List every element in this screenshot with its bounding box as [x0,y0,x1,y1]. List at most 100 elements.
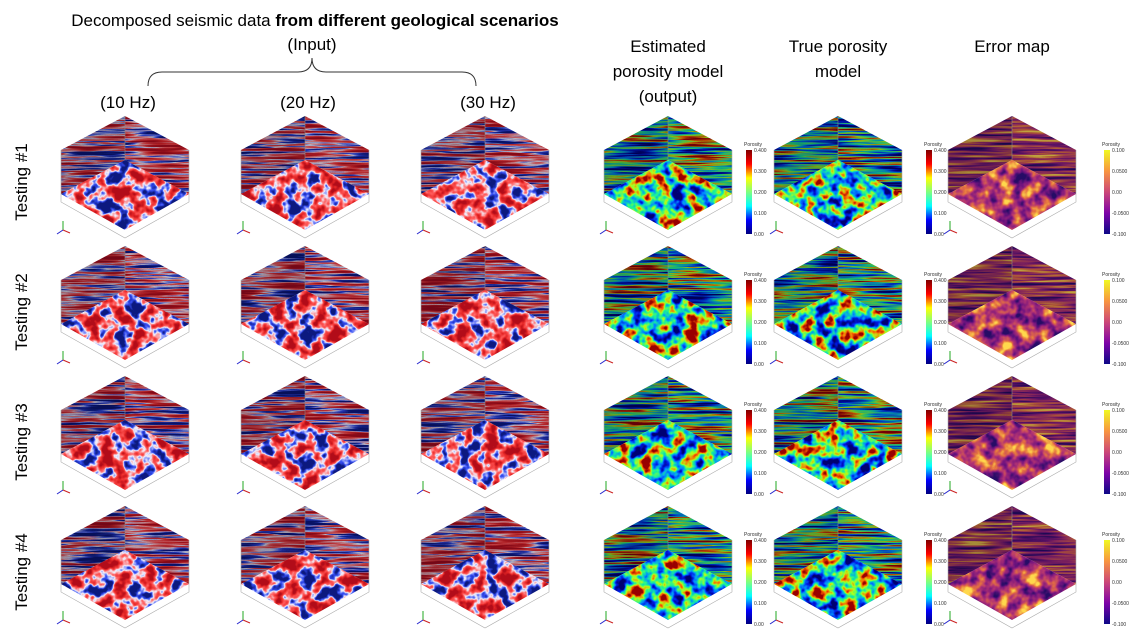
colorbar-tick-label: 0.0500 [1112,559,1128,565]
volume-frame [240,280,370,369]
colorbar-tick-label: 0.200 [754,190,767,196]
volume-render [943,506,1077,629]
volume-wall [241,506,305,584]
axis-triad [599,229,607,235]
volume-slice [61,290,189,360]
volume-wall [604,376,668,454]
wall-shade [774,246,838,324]
colorbar [746,410,752,494]
volume-wall [241,376,305,454]
colorbar-tick-label: 0.400 [754,148,767,154]
volume-render [769,376,903,499]
column-label: (output) [639,87,698,106]
volume-wall [305,506,369,584]
volume-render [599,506,733,629]
volume-slice [421,290,549,360]
wall-shade [604,506,668,584]
volume-wall [485,116,549,194]
colorbar-title: Porosity [1102,272,1121,278]
colorbar-title: Porosity [924,142,943,148]
colorbar-tick-label: 0.200 [754,450,767,456]
volume-wall [838,506,902,584]
axis-triad [775,619,784,624]
colorbar-tick-label: 0.400 [934,538,947,544]
volume-wall [1012,376,1076,454]
wall-shade [305,506,369,584]
volume-wall [241,116,305,194]
wall-shade [948,246,1012,324]
volume-wall [838,116,902,194]
volume-wall [485,246,549,324]
wall-shade [61,506,125,584]
volume-slice [421,160,549,230]
axis-triad [56,619,64,625]
colorbar-tick-label: 0.0500 [1112,299,1128,305]
wall-shade [1012,246,1076,324]
volume-frame [420,410,550,499]
volume-render [769,246,903,369]
axis-triad [769,359,777,365]
wall-shade [604,246,668,324]
axis-triad [422,489,431,494]
wall-shade [668,246,732,324]
colorbar-tick-label: -0.0500 [1112,211,1129,217]
axis-triad [943,359,951,365]
colorbar-tick-label: 0.100 [1112,278,1125,284]
colorbar-tick-label: -0.100 [1112,622,1126,628]
colorbar-tick-label: 0.100 [754,341,767,347]
volume-wall [604,246,668,324]
axis-triad [416,489,424,495]
axis-triad [416,359,424,365]
axis-triad [943,489,951,495]
axis-triad [775,229,784,234]
volume-wall [774,506,838,584]
volume-wall [1012,506,1076,584]
wall-shade [421,116,485,194]
volume-render [236,376,370,499]
wall-shade [604,116,668,194]
volume-wall [421,116,485,194]
colorbar-tick-label: 0.400 [934,278,947,284]
axis-triad [416,229,424,235]
colorbar-tick-label: 0.00 [754,232,764,238]
volume-wall [125,376,189,454]
colorbar-tick-label: 0.100 [934,471,947,477]
volume-slice [421,420,549,490]
volume-frame [420,540,550,629]
colorbar-tick-label: -0.100 [1112,362,1126,368]
colorbar-title: Porosity [924,272,943,278]
colorbar-title: Porosity [744,142,763,148]
colorbar-tick-label: 0.00 [934,232,944,238]
volume-slice [774,160,902,230]
axis-triad [422,229,431,234]
colorbar-tick-label: 0.00 [1112,320,1122,326]
colorbar-tick-label: 0.100 [754,601,767,607]
volume-wall [668,506,732,584]
colorbar-tick-label: 0.200 [934,450,947,456]
wall-shade [125,506,189,584]
volume-render [416,246,550,369]
colorbar-tick-label: 0.0500 [1112,429,1128,435]
wall-shade [948,376,1012,454]
title-plain: Decomposed seismic data [71,11,275,30]
volume-frame [420,150,550,239]
colorbar-tick-label: 0.200 [934,580,947,586]
volume-slice [948,420,1076,490]
axis-triad [599,359,607,365]
column-label: (10 Hz) [100,93,156,112]
colorbar-tick-label: 0.200 [934,190,947,196]
wall-shade [241,506,305,584]
wall-shade [421,506,485,584]
volume-wall [61,246,125,324]
volume-slice [61,160,189,230]
column-label: (20 Hz) [280,93,336,112]
axis-triad [242,619,251,624]
row-label: Testing #2 [12,273,31,351]
wall-shade [948,116,1012,194]
wall-shade [1012,116,1076,194]
column-label: model [815,62,861,81]
volume-wall [241,246,305,324]
volume-slice [774,550,902,620]
colorbar-tick-label: 0.100 [934,211,947,217]
axis-triad [949,229,958,234]
